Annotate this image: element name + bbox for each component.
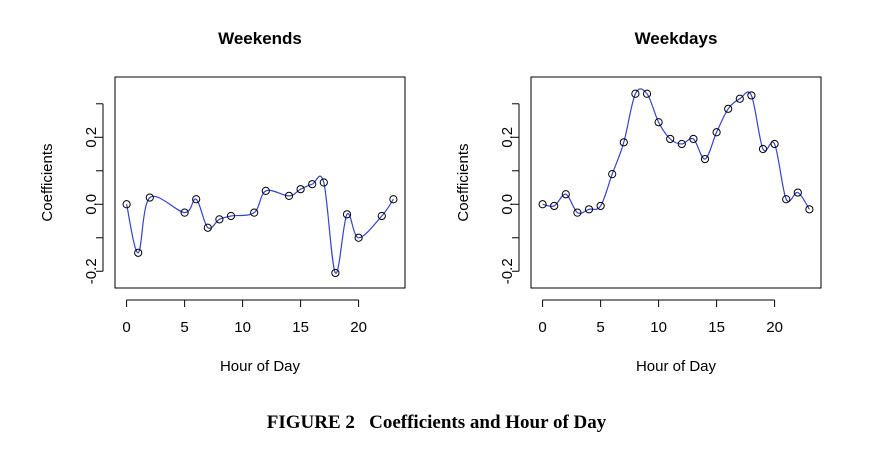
data-point <box>134 248 143 257</box>
data-point <box>596 201 605 211</box>
data-point <box>192 195 201 204</box>
x-tick-label: 10 <box>650 319 667 336</box>
data-point <box>758 144 768 154</box>
data-point <box>296 185 305 194</box>
data-point <box>389 195 398 204</box>
data-point <box>538 200 547 209</box>
x-tick-label: 0 <box>122 319 130 336</box>
x-tick-label: 5 <box>596 319 604 336</box>
y-tick-label: 0.0 <box>499 194 516 215</box>
x-axis-label: Hour of Day <box>636 358 717 375</box>
y-tick-label: -0.2 <box>499 258 516 284</box>
y-tick-label: -0.2 <box>83 258 100 284</box>
data-point <box>145 193 154 202</box>
figure-caption: FIGURE 2 Coefficients and Hour of Day <box>266 412 607 433</box>
data-point <box>342 210 352 219</box>
data-point <box>677 139 686 149</box>
data-point <box>584 205 594 214</box>
x-tick-label: 5 <box>180 319 188 336</box>
y-axis-label: Coefficients <box>39 143 56 221</box>
data-point <box>666 134 675 144</box>
data-point <box>122 200 131 209</box>
data-point <box>735 94 744 103</box>
data-point <box>770 139 779 149</box>
data-point <box>712 128 721 137</box>
series-line <box>542 88 810 214</box>
data-point <box>203 223 212 232</box>
data-point <box>700 154 710 164</box>
y-axis-label: Coefficients <box>455 143 472 221</box>
data-point <box>805 205 814 214</box>
data-point <box>631 89 640 98</box>
data-point <box>180 208 189 217</box>
data-point <box>284 191 294 200</box>
data-point <box>331 268 340 278</box>
data-point <box>250 208 259 217</box>
y-tick-label: 0.2 <box>83 127 100 148</box>
data-point <box>354 233 363 242</box>
data-point <box>308 180 317 189</box>
y-tick-label: 0.2 <box>499 127 516 148</box>
x-tick-label: 15 <box>292 319 309 336</box>
chart-title: Weekends <box>218 29 302 48</box>
plot-frame <box>530 76 822 289</box>
x-tick-label: 10 <box>234 319 251 336</box>
data-point <box>642 89 652 98</box>
data-point <box>724 104 733 113</box>
data-point <box>654 118 663 127</box>
y-tick-label: 0.0 <box>83 194 100 215</box>
data-point <box>215 215 224 224</box>
data-point <box>550 201 559 211</box>
data-point <box>608 170 617 179</box>
panel-weekends: Weekends 0 5 10 15 20 Hour of Day -0.2 0.0 0.2 Coe… <box>39 29 406 375</box>
panel-weekdays: Weekdays 0 5 10 15 20 Hour of Day -0.2 0.0 0.2 Coe… <box>455 29 822 375</box>
x-tick-label: 20 <box>766 319 783 336</box>
data-point <box>319 178 328 187</box>
x-tick-label: 0 <box>538 319 546 336</box>
data-point <box>561 190 570 199</box>
data-point <box>261 186 270 195</box>
data-point <box>619 138 628 147</box>
data-point <box>793 188 802 197</box>
series-line <box>126 175 394 274</box>
data-point <box>689 134 698 144</box>
data-point <box>782 195 791 204</box>
data-point <box>747 91 756 100</box>
x-tick-label: 20 <box>350 319 367 336</box>
data-point <box>226 211 236 221</box>
data-point <box>377 211 386 221</box>
data-point <box>573 208 582 217</box>
plot-frame <box>114 76 406 289</box>
x-tick-label: 15 <box>708 319 725 336</box>
x-axis-label: Hour of Day <box>220 358 301 375</box>
chart-title: Weekdays <box>635 29 718 48</box>
